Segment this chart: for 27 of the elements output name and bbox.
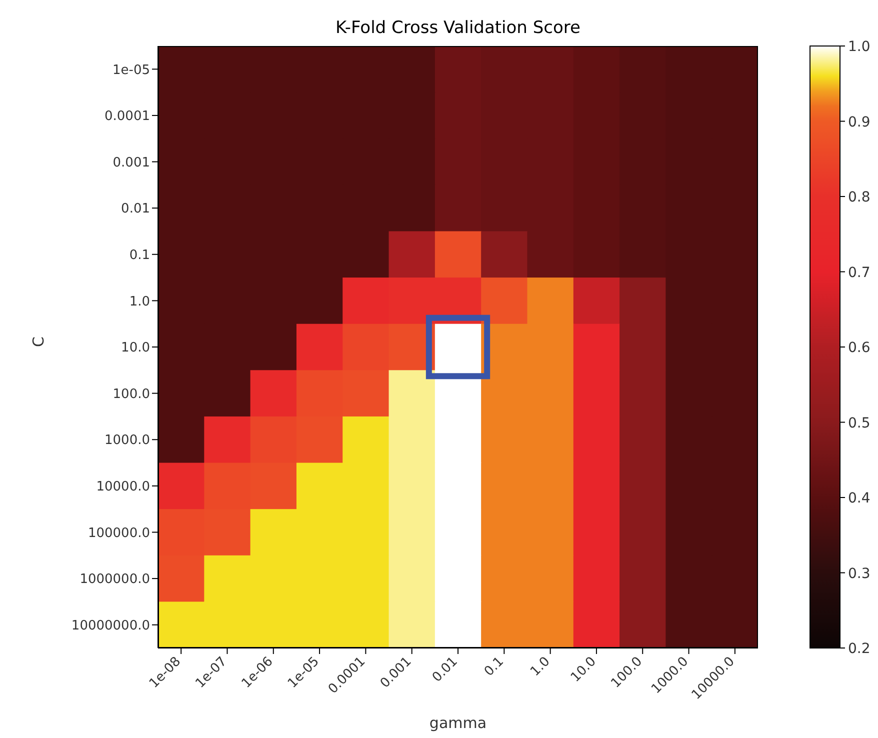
chart-title: K-Fold Cross Validation Score bbox=[334, 18, 582, 38]
color-bar-label: 1.0 bbox=[848, 39, 870, 55]
color-bar-label: 0.9 bbox=[848, 114, 870, 130]
color-bar-label: 0.8 bbox=[848, 190, 870, 206]
color-bar-label: 0.6 bbox=[848, 340, 870, 356]
y-tick-label: 0.1 bbox=[129, 248, 150, 263]
y-tick-label: 100000.0 bbox=[88, 526, 150, 541]
y-tick-label: 10000000.0 bbox=[71, 618, 150, 634]
y-tick-label: 0.01 bbox=[121, 202, 150, 217]
x-tick-label: 1.0 bbox=[528, 654, 554, 680]
color-bar-label: 0.2 bbox=[848, 641, 870, 657]
x-axis-title: gamma bbox=[429, 714, 487, 732]
y-axis-title: C bbox=[29, 336, 48, 347]
color-bar-label: 0.4 bbox=[848, 490, 870, 506]
y-tick-label: 100.0 bbox=[112, 386, 150, 402]
y-tick-label: 1.0 bbox=[129, 294, 150, 310]
y-tick-label: 1000.0 bbox=[104, 433, 150, 448]
y-tick-label: 0.0001 bbox=[104, 109, 150, 124]
color-bar-label: 0.3 bbox=[848, 566, 870, 582]
y-tick-label: 0.001 bbox=[112, 155, 150, 170]
color-bar-label: 0.5 bbox=[848, 415, 870, 432]
y-tick-label: 1e-05 bbox=[112, 62, 150, 78]
y-tick-label: 1000000.0 bbox=[80, 572, 150, 588]
x-tick-label: 0.1 bbox=[482, 654, 507, 680]
color-bar-label: 0.7 bbox=[848, 264, 870, 281]
y-tick-label: 10000.0 bbox=[96, 480, 150, 495]
y-tick-label: 10.0 bbox=[121, 340, 150, 356]
